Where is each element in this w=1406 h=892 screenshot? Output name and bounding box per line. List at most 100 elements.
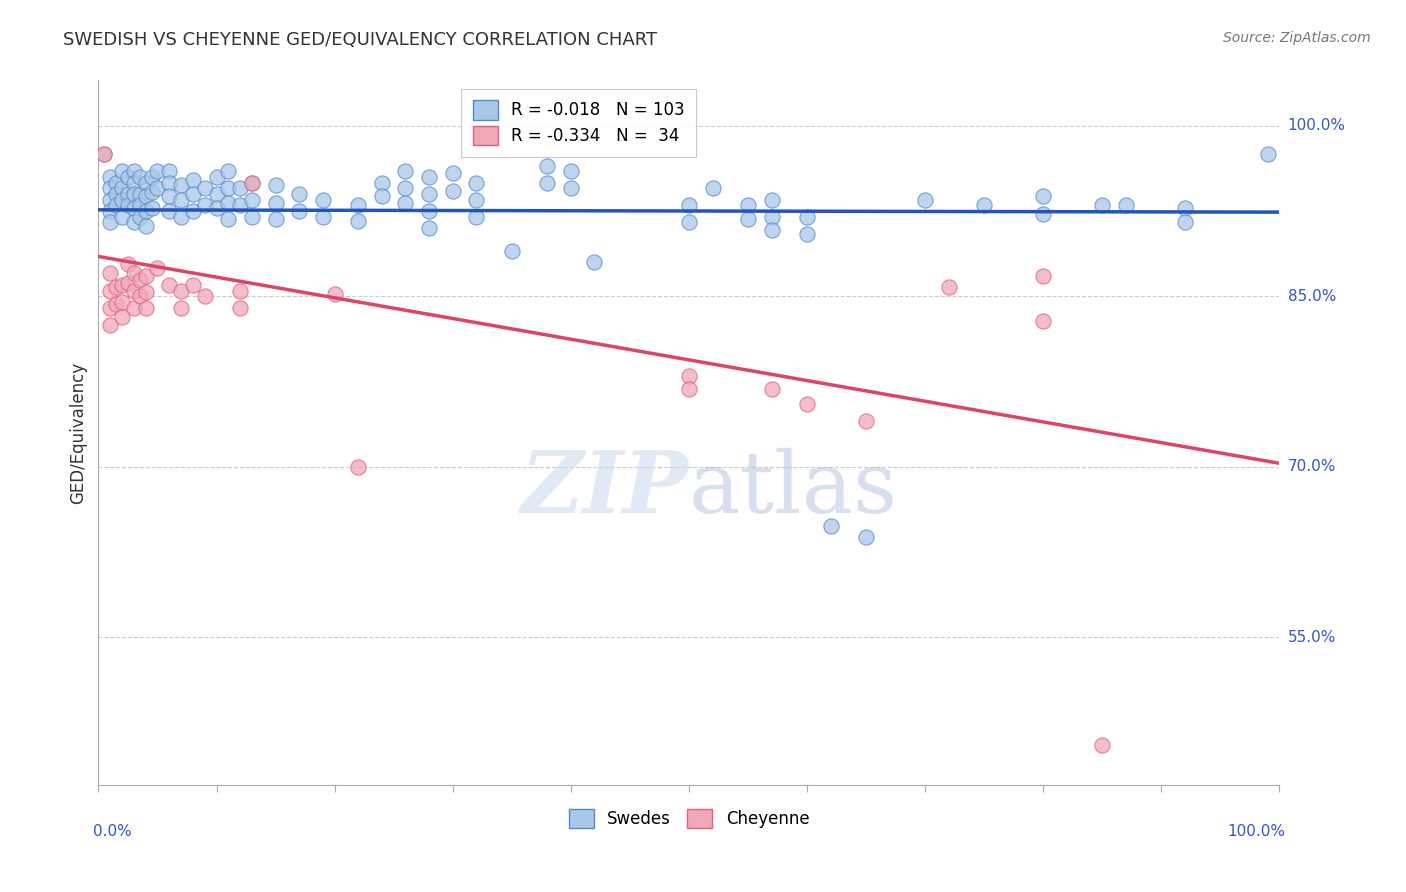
Point (135, 268, 157, 283)
Point (1091, 738, 1114, 752)
Point (105, 186, 128, 201)
Point (117, 276, 139, 290)
Point (1174, 201, 1197, 215)
Point (536, 159, 558, 173)
Point (371, 176, 394, 190)
Point (761, 383, 783, 397)
Point (1032, 207, 1054, 221)
Point (371, 189, 394, 203)
Point (128, 210, 150, 224)
Point (111, 310, 134, 324)
Point (117, 198, 139, 212)
Point (205, 201, 228, 215)
Point (465, 210, 488, 224)
Point (583, 255, 606, 269)
Point (157, 164, 180, 178)
Point (146, 260, 169, 275)
Point (98, 181, 121, 195)
Point (170, 193, 193, 207)
Point (105, 280, 128, 294)
Point (229, 284, 252, 298)
Point (737, 198, 759, 212)
Point (122, 186, 145, 201)
Point (157, 189, 180, 203)
Point (1257, 147, 1279, 161)
Point (796, 227, 818, 241)
Point (394, 196, 416, 211)
Point (117, 257, 139, 271)
Text: ZIP: ZIP (522, 447, 689, 531)
Point (1091, 198, 1114, 212)
Point (288, 204, 311, 219)
Point (141, 201, 163, 215)
Point (194, 198, 217, 212)
Text: 70.0%: 70.0% (1288, 459, 1336, 475)
Point (312, 193, 335, 207)
Point (441, 184, 464, 198)
Point (761, 223, 783, 237)
Point (135, 219, 157, 233)
Point (194, 289, 217, 303)
Point (117, 186, 139, 201)
Point (1032, 189, 1054, 203)
Point (229, 181, 252, 195)
Point (98, 193, 121, 207)
Point (181, 277, 204, 292)
Point (170, 210, 193, 224)
Point (170, 284, 193, 298)
Point (240, 210, 263, 224)
Point (157, 277, 180, 292)
Point (501, 244, 523, 258)
Point (229, 301, 252, 315)
Point (128, 273, 150, 287)
Point (111, 277, 134, 292)
Text: Source: ZipAtlas.com: Source: ZipAtlas.com (1223, 31, 1371, 45)
Point (536, 176, 558, 190)
Point (98, 204, 121, 219)
Point (973, 198, 995, 212)
Point (122, 301, 145, 315)
Point (98, 215, 121, 229)
Point (128, 198, 150, 212)
Point (737, 211, 759, 226)
Point (240, 193, 263, 207)
Point (194, 181, 217, 195)
Point (135, 285, 157, 299)
Point (560, 181, 582, 195)
Text: 100.0%: 100.0% (1227, 823, 1285, 838)
Point (217, 211, 239, 226)
Point (122, 284, 145, 298)
Point (111, 210, 134, 224)
Point (128, 289, 150, 303)
Point (141, 185, 163, 199)
Legend: Swedes, Cheyenne: Swedes, Cheyenne (557, 797, 821, 840)
Point (678, 383, 700, 397)
Point (135, 204, 157, 219)
Point (1032, 314, 1054, 328)
Point (394, 181, 416, 195)
Point (678, 368, 700, 383)
Point (240, 176, 263, 190)
Point (1032, 268, 1054, 283)
Point (441, 166, 464, 180)
Point (820, 518, 842, 533)
Point (465, 176, 488, 190)
Text: 0.0%: 0.0% (93, 823, 131, 838)
Point (105, 198, 128, 212)
Point (157, 176, 180, 190)
Point (264, 196, 287, 211)
Point (418, 221, 440, 235)
Point (111, 164, 134, 178)
Point (240, 176, 263, 190)
Point (938, 280, 960, 294)
Point (312, 210, 335, 224)
Point (111, 181, 134, 195)
Point (796, 210, 818, 224)
Point (855, 414, 877, 428)
Point (217, 196, 239, 211)
Point (205, 169, 228, 184)
Point (157, 204, 180, 219)
Point (98, 284, 121, 298)
Point (264, 211, 287, 226)
Text: 85.0%: 85.0% (1288, 289, 1336, 304)
